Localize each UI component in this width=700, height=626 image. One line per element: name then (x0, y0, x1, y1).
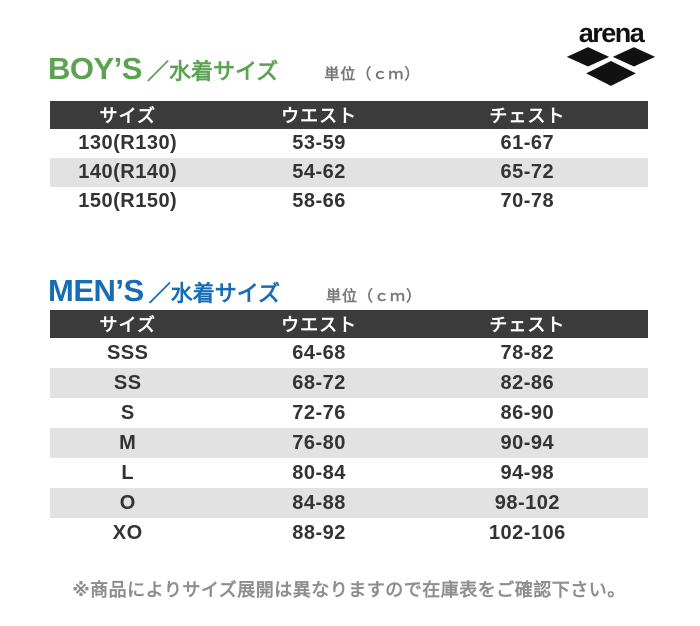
table-cell: 102-106 (488, 521, 566, 544)
table-cell: 65-72 (500, 161, 555, 183)
table-cell: 140(R140) (78, 161, 178, 183)
table-row: 140(R140) 54-62 65-72 (50, 158, 648, 187)
table-cell: 72-76 (292, 401, 346, 424)
table-cell: 94-98 (500, 461, 555, 484)
table-cell: 84-88 (292, 491, 346, 514)
boys-table-body: 130(R130) 53-59 61-67 140(R140) 54-62 65-72 15… (50, 129, 648, 216)
table-cell: S (120, 401, 135, 424)
table-cell: 82-86 (500, 371, 555, 394)
mens-title: MEN’S (48, 273, 144, 308)
table-cell: 58-66 (292, 190, 346, 212)
column-header-size: サイズ (50, 101, 206, 129)
column-header-waist: ウエスト (205, 310, 433, 338)
table-cell: 98-102 (494, 491, 560, 514)
arena-diamonds-icon (566, 47, 656, 86)
table-row: SS 68-72 82-86 (50, 368, 648, 398)
mens-subtitle: ／水着サイズ (148, 281, 281, 306)
column-header-size: サイズ (50, 310, 206, 338)
table-row: O 84-88 98-102 (50, 488, 648, 518)
mens-section-heading: MEN’S ／水着サイズ 単位（ｃｍ） (48, 275, 422, 308)
table-cell: 68-72 (292, 371, 346, 394)
table-cell: XO (112, 521, 143, 544)
table-cell: 90-94 (500, 431, 555, 454)
table-cell: 88-92 (292, 521, 346, 544)
column-header-waist: ウエスト (205, 101, 433, 129)
table-cell: 64-68 (292, 341, 346, 364)
boys-size-table: サイズ ウエスト チェスト 130(R130) 53-59 61-67 140(R14… (50, 101, 648, 216)
arena-logo-wordmark: arena (578, 18, 645, 48)
table-cell: SS (113, 371, 142, 394)
mens-table-body: SSS 64-68 78-82 SS 68-72 82-86 S 72-76 86-90 M 76-… (50, 338, 648, 548)
boys-section-heading: BOY’S ／水着サイズ 単位（ｃｍ） (48, 53, 420, 86)
table-row: S 72-76 86-90 (50, 398, 648, 428)
table-cell: 54-62 (292, 161, 346, 183)
table-cell: 78-82 (500, 341, 555, 364)
table-cell: 86-90 (500, 401, 555, 424)
table-cell: SSS (106, 341, 149, 364)
table-cell: 61-67 (500, 132, 555, 154)
table-header-row: サイズ ウエスト チェスト (50, 310, 648, 338)
mens-table-header: サイズ ウエスト チェスト (50, 310, 648, 338)
column-header-chest: チェスト (432, 101, 648, 129)
table-cell: O (119, 491, 136, 514)
table-row: M 76-80 90-94 (50, 428, 648, 458)
table-cell: 80-84 (292, 461, 346, 484)
mens-size-table: サイズ ウエスト チェスト SSS 64-68 78-82 SS 68-72 82-86 S… (50, 310, 648, 548)
boys-title: BOY’S (48, 51, 142, 86)
arena-logo: arena (564, 20, 658, 86)
table-row: 150(R150) 58-66 70-78 (50, 187, 648, 216)
table-row: 130(R130) 53-59 61-67 (50, 129, 648, 158)
table-cell: M (119, 431, 137, 454)
column-header-chest: チェスト (432, 310, 648, 338)
boys-unit-label: 単位（ｃｍ） (324, 66, 421, 83)
table-header-row: サイズ ウエスト チェスト (50, 101, 648, 129)
mens-unit-label: 単位（ｃｍ） (326, 288, 423, 305)
boys-table-header: サイズ ウエスト チェスト (50, 101, 648, 129)
table-row: XO 88-92 102-106 (50, 518, 648, 548)
table-cell: 76-80 (292, 431, 346, 454)
table-cell: L (121, 461, 135, 484)
footnote-text: ※商品によりサイズ展開は異なりますので在庫表をご確認下さい。 (72, 580, 626, 600)
table-cell: 150(R150) (78, 190, 178, 212)
table-cell: 70-78 (500, 190, 555, 212)
table-cell: 53-59 (292, 132, 346, 154)
table-row: L 80-84 94-98 (50, 458, 648, 488)
table-cell: 130(R130) (78, 132, 178, 154)
boys-subtitle: ／水着サイズ (146, 59, 279, 84)
table-row: SSS 64-68 78-82 (50, 338, 648, 368)
